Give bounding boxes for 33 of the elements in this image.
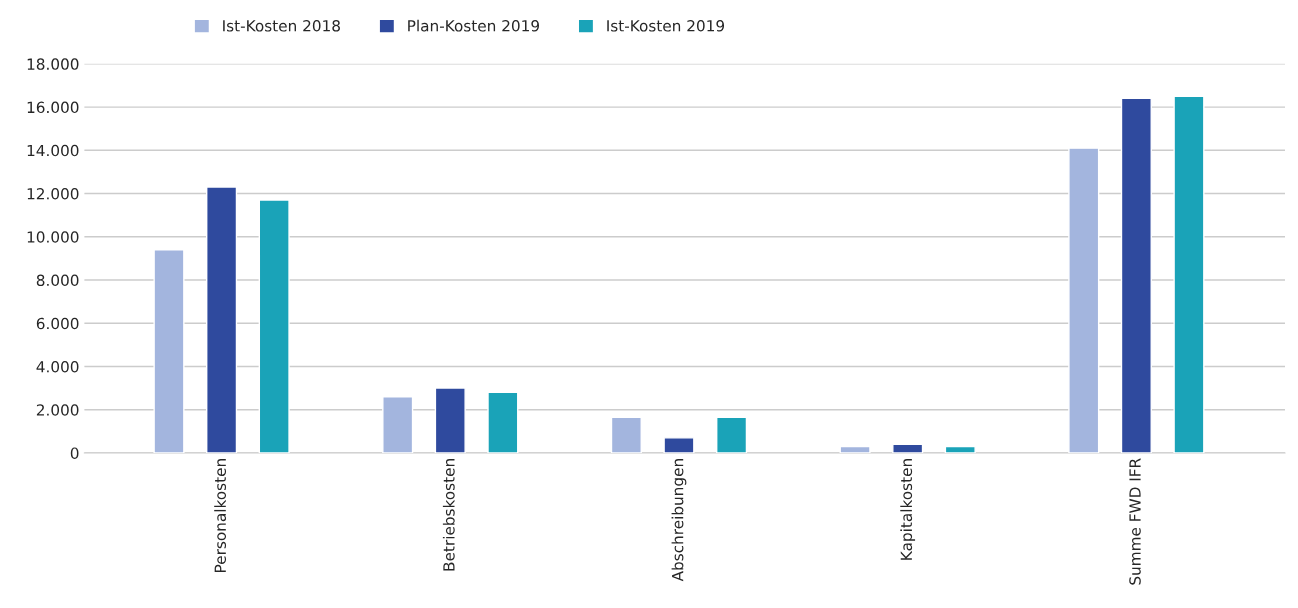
bar	[892, 443, 924, 453]
bar	[839, 445, 871, 453]
bar	[206, 186, 238, 453]
x-tick-label: Kapitalkosten	[900, 459, 916, 560]
bar	[663, 437, 695, 453]
bar	[434, 387, 466, 453]
bar	[716, 416, 748, 453]
bar	[487, 391, 519, 453]
bar	[153, 249, 185, 453]
x-tick-label: Summe FWD IFR	[1129, 458, 1141, 585]
bar	[944, 445, 976, 453]
y-tick-label: 14.000	[27, 144, 79, 157]
y-tick-label: 18.000	[27, 58, 79, 70]
legend-label: Plan-Kosten 2019	[408, 19, 540, 32]
bar	[610, 416, 642, 453]
bar	[258, 199, 290, 453]
bar	[1068, 147, 1100, 453]
y-tick-label: 10.000	[27, 231, 79, 243]
bar	[1120, 97, 1152, 453]
x-tick-label: Personalkosten	[214, 459, 227, 572]
x-tick-label: Betriebskosten	[442, 459, 455, 571]
y-tick-label: 2.000	[36, 404, 79, 416]
y-tick-label: 0	[70, 447, 79, 459]
bar	[382, 396, 414, 453]
legend-label: Ist-Kosten 2019	[607, 20, 725, 32]
y-tick-label: 16.000	[27, 101, 79, 114]
y-tick-label: 8.000	[36, 274, 79, 287]
y-tick-label: 12.000	[27, 188, 79, 200]
y-tick-label: 4.000	[36, 360, 79, 373]
bar	[1173, 95, 1205, 453]
legend-label: Ist-Kosten 2018	[223, 20, 340, 32]
x-tick-label: Abschreibungen	[671, 459, 687, 582]
y-tick-label: 6.000	[36, 317, 79, 330]
